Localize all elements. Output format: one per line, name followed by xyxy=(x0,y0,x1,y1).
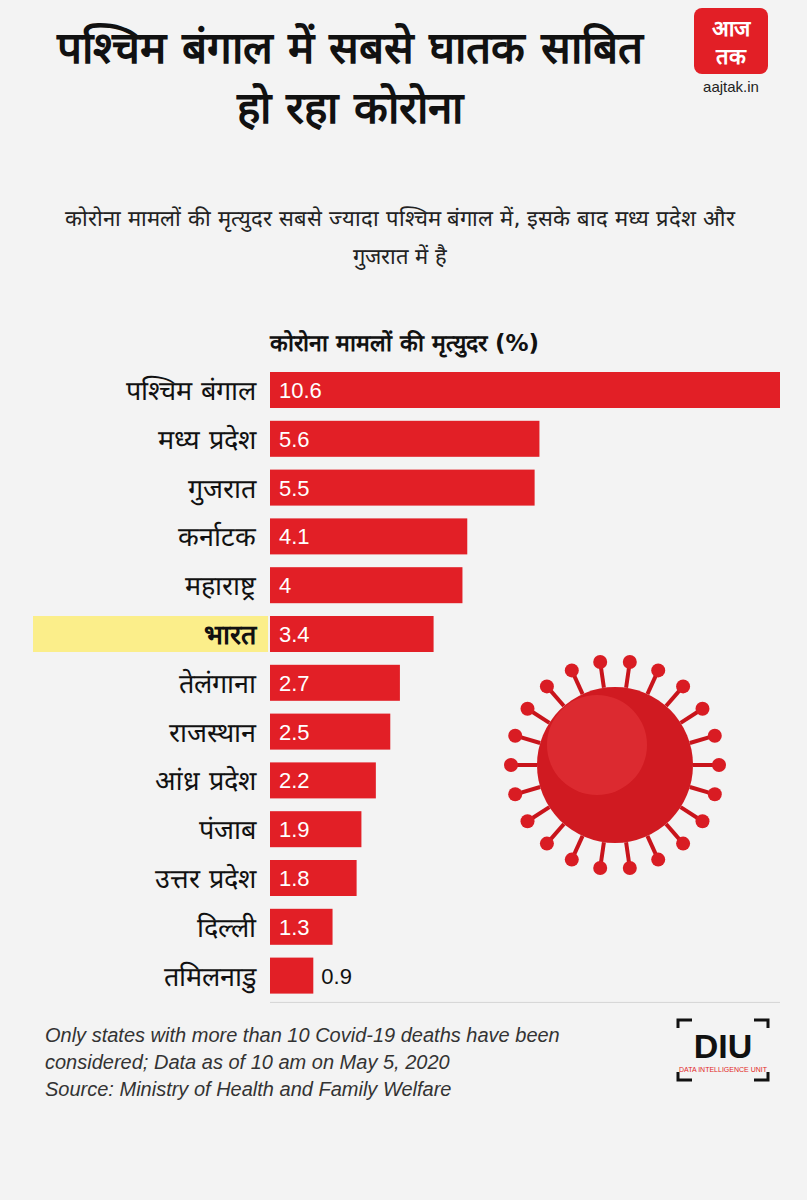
virus-spike-tip xyxy=(565,663,579,677)
virus-spike-tip xyxy=(708,787,722,801)
bar xyxy=(270,616,434,652)
virus-icon xyxy=(504,655,726,875)
virus-spike-tip xyxy=(540,679,554,693)
footnote: Source: Ministry of Health and Family We… xyxy=(45,1076,615,1103)
virus-spike-tip xyxy=(593,655,607,669)
virus-spike-tip xyxy=(504,758,518,772)
chart-title: पश्चिम बंगाल में सबसे घातक साबित हो रहा … xyxy=(40,18,660,138)
virus-spike-tip xyxy=(623,861,637,875)
virus-spike-tip xyxy=(508,787,522,801)
data-label: 5.5 xyxy=(279,476,310,501)
virus-spike-tip xyxy=(565,853,579,867)
bar xyxy=(270,567,462,603)
data-label: 2.5 xyxy=(279,720,310,745)
labels: पश्चिम बंगाल 10.6 मध्य प्रदेश 5.6 गुजरात 5.5 क… xyxy=(126,375,351,994)
data-label: 3.4 xyxy=(279,622,310,647)
virus-spike-tip xyxy=(708,729,722,743)
bar xyxy=(270,665,400,701)
category-label: तमिलनाडु xyxy=(164,961,257,994)
diu-frame xyxy=(678,1020,768,1080)
virus-spike-tip xyxy=(676,837,690,851)
footnotes: Only states with more than 10 Covid-19 d… xyxy=(45,1022,615,1103)
logo-text: आज xyxy=(712,16,752,41)
category-label: मध्य प्रदेश xyxy=(158,424,257,455)
data-label: 1.8 xyxy=(279,866,310,891)
bar xyxy=(270,372,780,408)
data-label: 2.2 xyxy=(279,768,310,793)
data-label: 1.3 xyxy=(279,915,310,940)
virus-spike-tip xyxy=(695,814,709,828)
bars xyxy=(270,372,780,994)
category-label: कर्नाटक xyxy=(178,521,257,552)
diu-caption: DATA INTELLIGENCE UNIT xyxy=(679,1066,768,1073)
category-label: तेलंगाना xyxy=(179,668,257,699)
virus-spike-tip xyxy=(540,837,554,851)
chart-subtitle: कोरोना मामलों की मृत्युदर सबसे ज्यादा पश… xyxy=(40,200,760,276)
virus-spike-tip xyxy=(651,853,665,867)
data-label: 4 xyxy=(279,573,291,598)
virus-spike-tip xyxy=(651,663,665,677)
logo-box xyxy=(694,8,768,74)
bar xyxy=(270,714,390,750)
virus-spike-tip xyxy=(623,655,637,669)
virus-spike-tip xyxy=(508,729,522,743)
bar xyxy=(270,860,357,896)
category-label: उत्तर प्रदेश xyxy=(155,863,257,894)
axis-title: कोरोना मामलों की मृत्युदर (%) xyxy=(270,326,780,358)
category-label: पश्चिम बंगाल xyxy=(126,375,257,406)
bar xyxy=(270,421,539,457)
logo-url: aajtak.in xyxy=(703,78,759,95)
highlight-band xyxy=(33,616,268,652)
category-label: राजस्थान xyxy=(169,717,257,748)
data-label: 5.6 xyxy=(279,427,310,452)
virus-spike-tip xyxy=(521,702,535,716)
category-label: पंजाब xyxy=(199,814,257,845)
bar xyxy=(270,958,313,994)
category-label: महाराष्ट्र xyxy=(185,570,257,601)
bar xyxy=(270,762,376,798)
data-label: 0.9 xyxy=(321,964,352,989)
bar xyxy=(270,470,535,506)
virus-spike-tip xyxy=(712,758,726,772)
category-label: भारत xyxy=(204,619,258,650)
diu-logo: DIUDATA INTELLIGENCE UNIT xyxy=(678,1020,768,1080)
bar xyxy=(270,909,333,945)
category-label: गुजरात xyxy=(188,473,257,506)
virus-spike-tip xyxy=(676,679,690,693)
data-label: 4.1 xyxy=(279,524,310,549)
diu-name: DIU xyxy=(694,1027,753,1065)
x-axis-line xyxy=(270,1002,780,1003)
aajtak-logo: आज तक aajtak.in xyxy=(694,8,768,95)
bar xyxy=(270,518,467,554)
footnote: Only states with more than 10 Covid-19 d… xyxy=(45,1022,615,1076)
data-label: 10.6 xyxy=(279,378,322,403)
virus-spike-tip xyxy=(521,814,535,828)
logo-text: तक xyxy=(715,44,747,69)
virus-spike-tip xyxy=(593,861,607,875)
category-label: दिल्ली xyxy=(197,912,257,943)
virus-spike-tip xyxy=(695,702,709,716)
data-label: 1.9 xyxy=(279,817,310,842)
virus-shade xyxy=(547,695,647,795)
data-label: 2.7 xyxy=(279,671,310,696)
virus-body xyxy=(537,687,693,843)
bar xyxy=(270,811,361,847)
category-label: आंध्र प्रदेश xyxy=(155,765,257,796)
chart-canvas: पश्चिम बंगाल 10.6 मध्य प्रदेश 5.6 गुजरात 5.5 क… xyxy=(0,0,807,1200)
